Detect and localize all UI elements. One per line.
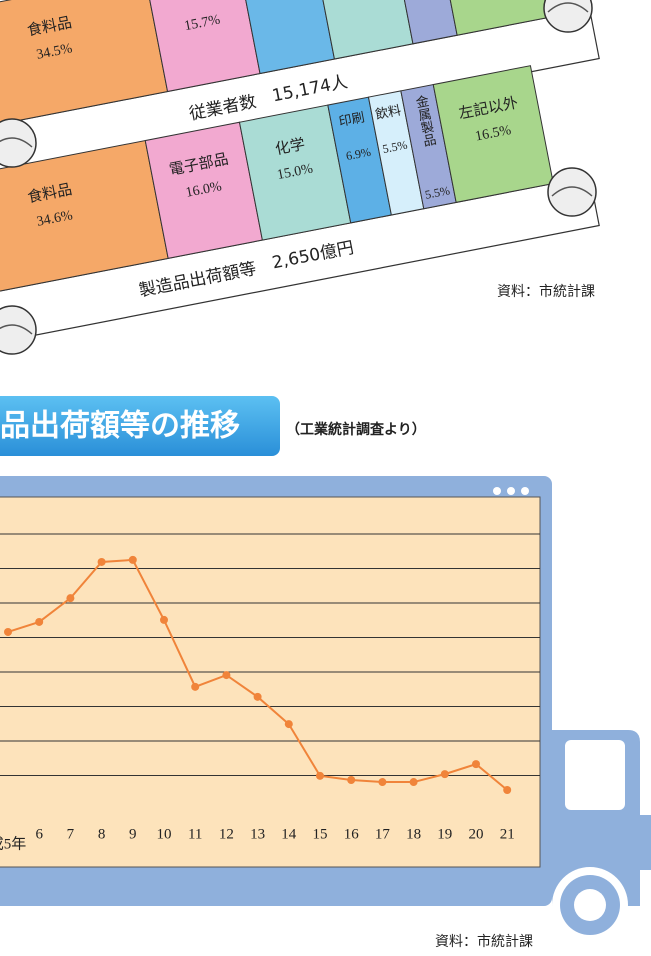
data-point — [440, 770, 449, 779]
x-tick-label: 20 — [469, 826, 484, 842]
roller-shade — [0, 137, 33, 148]
data-point — [4, 627, 12, 636]
x-tick-label: 7 — [67, 826, 75, 842]
dot — [521, 487, 529, 495]
roller — [543, 0, 593, 33]
plot-area — [0, 496, 541, 868]
segment-value: 16.5% — [474, 123, 513, 145]
x-tick-label: 11 — [188, 826, 202, 842]
data-point — [191, 682, 200, 691]
truck-bumper — [640, 815, 651, 870]
roller — [0, 118, 37, 168]
segment-value: 34.6% — [36, 208, 75, 230]
x-tick-label: 6 — [35, 826, 43, 842]
data-point — [378, 778, 387, 787]
dot — [493, 487, 501, 495]
roller-shade — [547, 2, 589, 13]
x-tick-label: 15 — [313, 826, 328, 842]
roller — [0, 305, 37, 355]
roller-shade — [0, 324, 33, 335]
x-tick-label: 9 — [129, 826, 137, 842]
belt-segment-cropped — [310, 0, 414, 60]
data-point — [409, 778, 418, 787]
belt-segment — [432, 65, 554, 203]
segment-value: 5.5% — [381, 138, 408, 157]
truck-window — [565, 740, 625, 810]
x-tick-label: 14 — [281, 826, 297, 842]
x-tick-label: 12 — [219, 826, 234, 842]
belts: 食料品34.5%15.7%従業者数15,174人食料品34.6%電子部品16.0… — [0, 0, 600, 355]
data-point — [35, 617, 44, 626]
segment-value: 34.5% — [35, 41, 74, 63]
source: 資料：市統計課 — [435, 933, 533, 950]
x-tick-label: 13 — [250, 826, 265, 842]
data-point — [253, 692, 262, 701]
belt-segment-cropped — [389, 0, 458, 45]
data-point — [347, 775, 356, 784]
truck-hub — [574, 889, 606, 921]
line-chart: 平成5年 6 7 8 9 10 11 12 13 14 15 16 17 18 19 20 21 — [0, 533, 540, 852]
source: 資料：市統計課 — [497, 283, 595, 300]
x-tick-label: 18 — [406, 826, 421, 842]
segment-value: 6.9% — [345, 145, 372, 164]
data-point — [128, 555, 137, 564]
data-point — [316, 771, 324, 780]
x-tick-label: 平成5年 — [0, 835, 26, 852]
segment-value: 15.7% — [183, 12, 222, 34]
roller — [547, 167, 597, 217]
x-tick-label: 10 — [157, 826, 172, 842]
belt-segment-cropped — [433, 0, 554, 36]
segment-label: 飲料 — [374, 102, 402, 122]
chart-title: 品出荷額等の推移 — [0, 409, 240, 444]
data-point — [222, 671, 231, 680]
data-point — [97, 557, 106, 566]
data-point — [66, 594, 75, 603]
dot — [507, 487, 515, 495]
chart-subtitle: （工業統計調査より） — [286, 421, 426, 438]
segment-value: 16.0% — [185, 179, 224, 201]
x-tick-label: 17 — [375, 826, 391, 842]
segment-value: 5.5% — [424, 183, 451, 202]
x-tick-label: 16 — [344, 826, 360, 842]
segment-value: 15.0% — [276, 161, 315, 183]
data-point — [472, 760, 480, 769]
x-tick-label: 8 — [98, 826, 106, 842]
data-point — [160, 615, 168, 624]
data-point — [284, 720, 293, 729]
segment-label: 化学 — [274, 136, 307, 158]
segment-label: 印刷 — [337, 109, 365, 129]
x-tick-label: 21 — [500, 826, 515, 842]
roller-shade — [551, 186, 593, 197]
data-point — [503, 785, 512, 794]
x-tick-label: 19 — [437, 826, 452, 842]
title-tab — [0, 396, 280, 456]
